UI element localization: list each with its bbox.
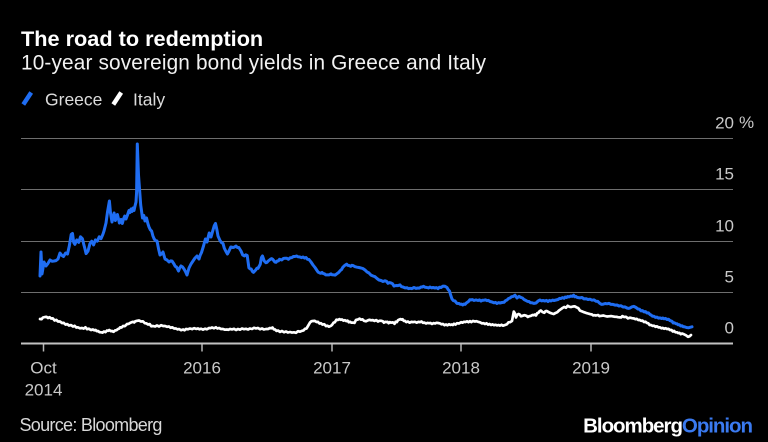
svg-text:20: 20: [715, 114, 734, 133]
svg-text:The road to redemption: The road to redemption: [21, 26, 263, 51]
svg-text:2014: 2014: [25, 381, 63, 400]
svg-text:2017: 2017: [313, 359, 351, 378]
svg-text:Italy: Italy: [133, 90, 165, 110]
svg-text:15: 15: [715, 165, 734, 184]
svg-text:Greece: Greece: [45, 90, 102, 110]
svg-text:10-year sovereign bond yields: 10-year sovereign bond yields in Greece …: [21, 52, 487, 75]
svg-text:2016: 2016: [183, 359, 221, 378]
svg-text:10: 10: [715, 217, 734, 236]
svg-text:5: 5: [725, 268, 734, 287]
svg-text:2019: 2019: [572, 359, 610, 378]
svg-text:BloombergOpinion: BloombergOpinion: [583, 415, 752, 438]
svg-text:0: 0: [725, 319, 734, 338]
svg-text:Source: Bloomberg: Source: Bloomberg: [20, 415, 162, 435]
svg-text:2018: 2018: [442, 359, 480, 378]
svg-text:Oct: Oct: [30, 359, 57, 378]
svg-text:%: %: [739, 113, 754, 132]
